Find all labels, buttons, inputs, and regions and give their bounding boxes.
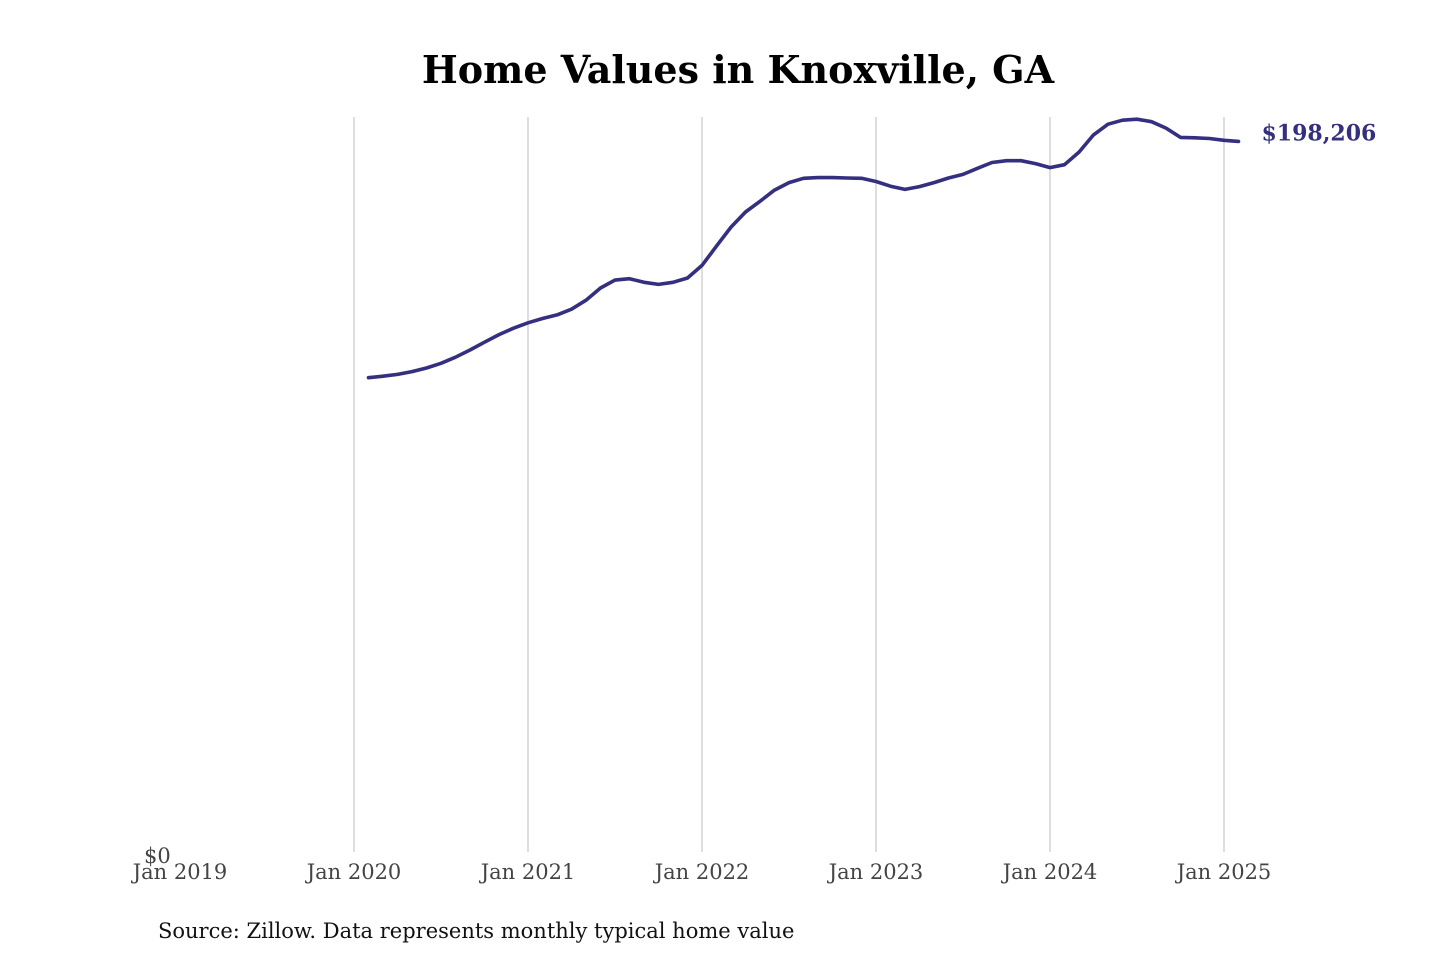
- chart-title: Home Values in Knoxville, GA: [422, 47, 1055, 92]
- home-value-line: [366, 117, 1241, 380]
- x-axis-ticks: Jan 2019 Jan 2020 Jan 2021 Jan 2022 Jan 2023…: [131, 860, 1272, 884]
- y-axis-zero-label: $0: [144, 844, 171, 868]
- gridlines: [353, 117, 1225, 852]
- x-tick-label: Jan 2024: [1001, 860, 1098, 884]
- x-tick-label: Jan 2025: [1175, 860, 1272, 884]
- x-tick-label: Jan 2019: [131, 860, 228, 884]
- x-tick-label: Jan 2023: [827, 860, 924, 884]
- source-note: Source: Zillow. Data represents monthly …: [158, 919, 794, 943]
- x-tick-label: Jan 2020: [305, 860, 402, 884]
- x-tick-label: Jan 2021: [479, 860, 576, 884]
- latest-value-label: $198,206: [1262, 120, 1377, 146]
- x-tick-label: Jan 2022: [653, 860, 750, 884]
